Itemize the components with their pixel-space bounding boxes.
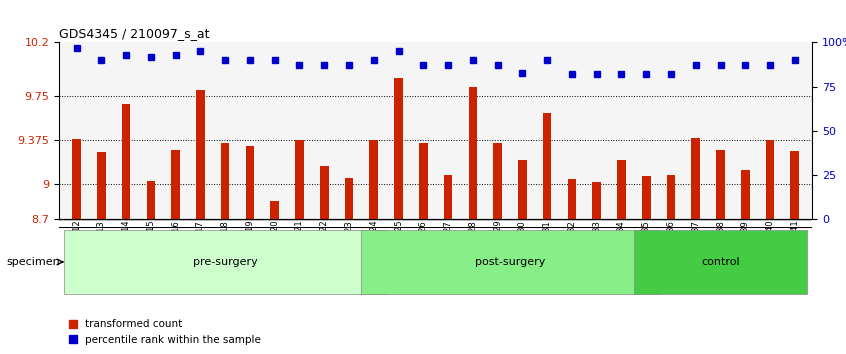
Text: GSM842028: GSM842028 [469,220,477,270]
Bar [642,176,651,219]
Text: GSM842038: GSM842038 [716,220,725,271]
Bar [295,141,304,219]
Bar [543,113,552,219]
Bar [419,143,427,219]
Bar [568,179,576,219]
Text: post-surgery: post-surgery [475,257,545,267]
Bar [766,141,774,219]
Bar [518,160,527,219]
Bar [271,201,279,219]
Legend: transformed count, percentile rank within the sample: transformed count, percentile rank withi… [64,315,266,349]
Bar [469,87,477,219]
Bar [717,150,725,219]
Bar [592,182,601,219]
Bar [196,90,205,219]
Text: GSM842036: GSM842036 [667,220,675,271]
Text: GSM842030: GSM842030 [518,220,527,270]
Bar [691,138,700,219]
Bar [394,78,403,219]
Bar [64,230,386,294]
Text: GSM842035: GSM842035 [642,220,651,270]
Text: GSM842014: GSM842014 [122,220,130,270]
Text: GSM842019: GSM842019 [245,220,255,270]
Text: GSM842032: GSM842032 [568,220,576,270]
Text: GSM842015: GSM842015 [146,220,156,270]
Bar [221,143,229,219]
Bar [72,139,81,219]
Bar [493,143,502,219]
Bar [617,160,626,219]
Text: GSM842024: GSM842024 [369,220,378,270]
Bar [444,175,453,219]
Bar [634,230,807,294]
Bar [171,150,180,219]
Text: GSM842012: GSM842012 [72,220,81,270]
Text: GSM842017: GSM842017 [196,220,205,270]
Text: specimen: specimen [6,257,60,267]
Bar [344,178,354,219]
Text: GSM842023: GSM842023 [344,220,354,270]
Text: GSM842041: GSM842041 [790,220,799,270]
Bar [320,166,328,219]
Text: GSM842016: GSM842016 [171,220,180,270]
Text: GSM842034: GSM842034 [617,220,626,270]
Bar [370,141,378,219]
Text: pre-surgery: pre-surgery [193,257,257,267]
Text: GSM842020: GSM842020 [270,220,279,270]
Bar [790,151,799,219]
Text: GSM842031: GSM842031 [542,220,552,270]
Text: GSM842033: GSM842033 [592,220,602,271]
Text: control: control [701,257,740,267]
Bar [361,230,658,294]
Bar [245,146,255,219]
Text: GSM842022: GSM842022 [320,220,329,270]
Text: GSM842029: GSM842029 [493,220,503,270]
Text: GSM842040: GSM842040 [766,220,775,270]
Bar [741,170,750,219]
Bar [146,181,155,219]
Text: GSM842025: GSM842025 [394,220,403,270]
Bar [97,152,106,219]
Bar [122,104,130,219]
Text: GSM842021: GSM842021 [295,220,304,270]
Text: GSM842037: GSM842037 [691,220,700,271]
Text: GSM842018: GSM842018 [221,220,229,270]
Text: GSM842027: GSM842027 [443,220,453,270]
Text: GSM842026: GSM842026 [419,220,428,270]
Text: GSM842039: GSM842039 [741,220,750,270]
Text: GSM842013: GSM842013 [96,220,106,270]
Bar [667,175,675,219]
Text: GDS4345 / 210097_s_at: GDS4345 / 210097_s_at [59,27,210,40]
